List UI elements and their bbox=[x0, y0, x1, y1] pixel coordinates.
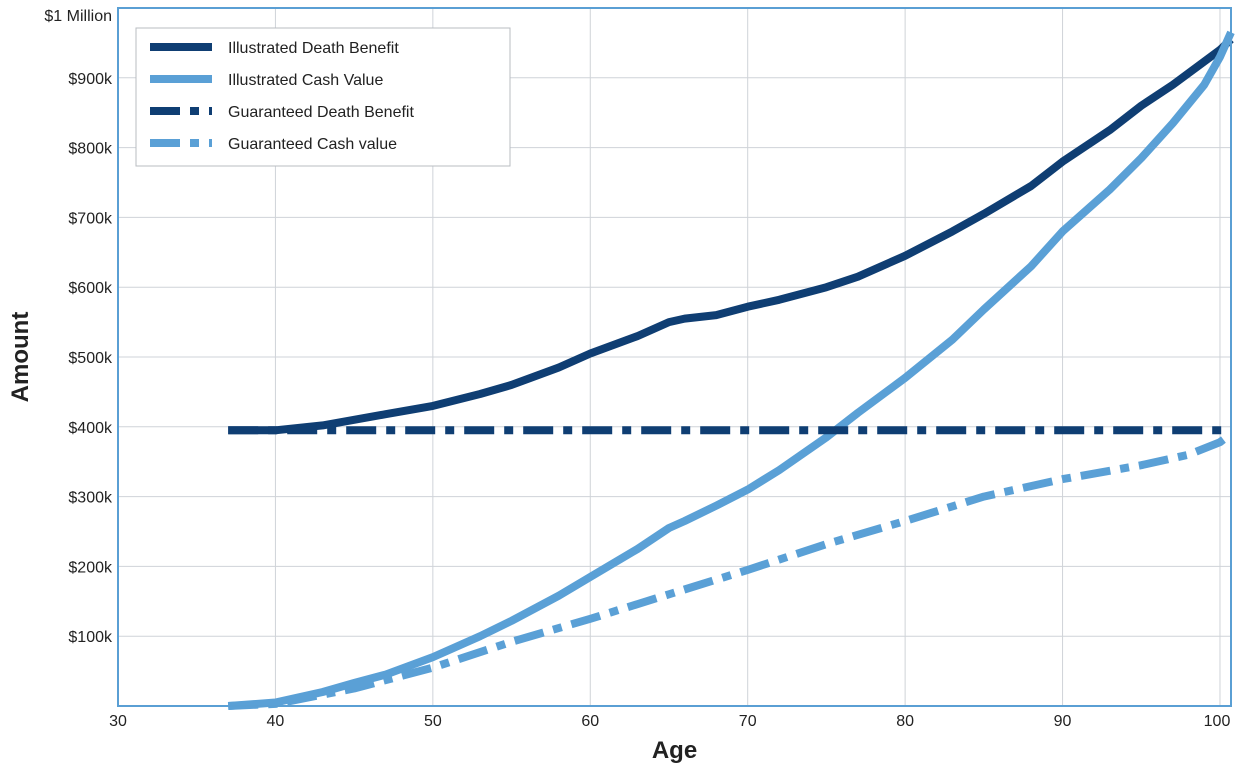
legend-label-illustrated-death-benefit: Illustrated Death Benefit bbox=[228, 40, 399, 57]
x-axis-title: Age bbox=[652, 737, 697, 764]
y-tick-label: $800k bbox=[68, 141, 113, 158]
y-tick-label: $200k bbox=[68, 559, 113, 576]
y-tick-label: $700k bbox=[68, 210, 113, 227]
x-tick-label: 80 bbox=[896, 713, 914, 730]
x-tick-label: 60 bbox=[581, 713, 599, 730]
y-tick-label: $300k bbox=[68, 490, 113, 507]
y-tick-label: $500k bbox=[68, 350, 113, 367]
x-tick-label: 100 bbox=[1204, 713, 1231, 730]
plot-frame bbox=[117, 7, 1232, 707]
x-tick-label: 90 bbox=[1054, 713, 1072, 730]
x-tick-label: 50 bbox=[424, 713, 442, 730]
y-tick-label: $1 Million bbox=[44, 8, 112, 25]
y-axis-title: Amount bbox=[7, 312, 34, 403]
legend: Illustrated Death Benefit Illustrated Cas… bbox=[135, 27, 511, 167]
series-line-guaranteed-cash-value bbox=[228, 430, 1234, 710]
y-tick-label: $900k bbox=[68, 71, 113, 88]
legend-label-guaranteed-cash-value: Guaranteed Cash value bbox=[228, 136, 397, 153]
y-tick-label: $600k bbox=[68, 280, 113, 297]
x-tick-label: 40 bbox=[267, 713, 285, 730]
x-tick-label: 30 bbox=[109, 713, 127, 730]
series-line-illustrated-cash-value bbox=[227, 30, 1235, 710]
y-tick-label: $100k bbox=[68, 629, 113, 646]
legend-label-illustrated-cash-value: Illustrated Cash Value bbox=[228, 72, 383, 89]
y-tick-label: $400k bbox=[68, 420, 113, 437]
series-lines bbox=[227, 30, 1235, 710]
series-line-illustrated-death-benefit bbox=[228, 36, 1234, 435]
legend-label-guaranteed-death-benefit: Guaranteed Death Benefit bbox=[228, 104, 414, 121]
x-tick-label: 70 bbox=[739, 713, 757, 730]
axis-ticks: 30 40 50 60 70 80 90 100 $100k $200k $300k $400k $50… bbox=[44, 8, 1230, 730]
